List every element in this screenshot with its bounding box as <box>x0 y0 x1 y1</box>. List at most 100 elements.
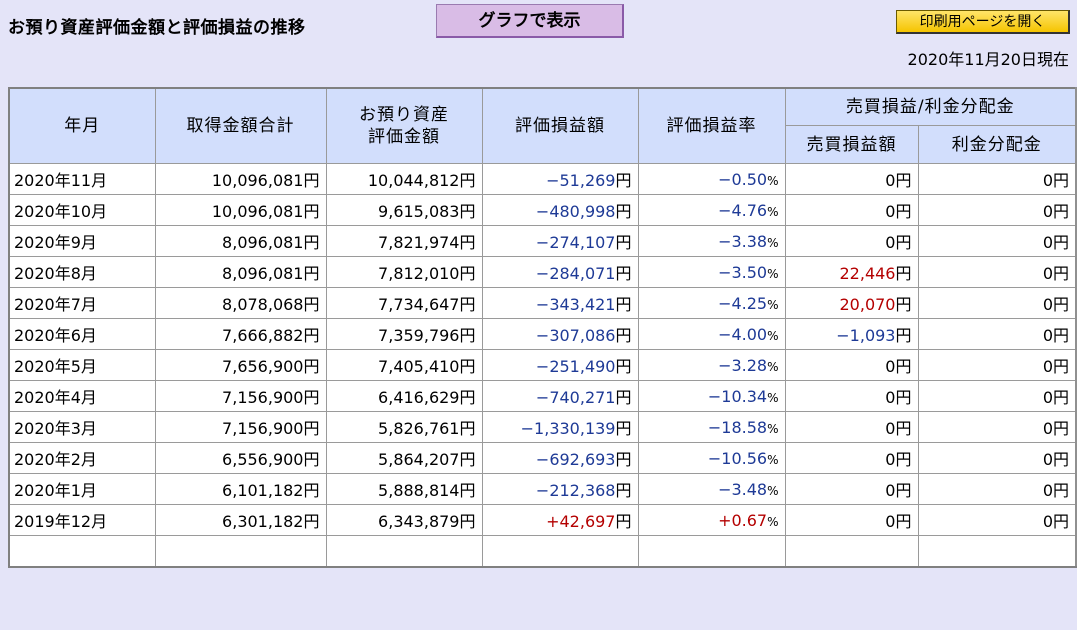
cell-unrealized-rate-value: −4.00 <box>718 324 768 344</box>
percent-unit: % <box>767 328 779 343</box>
cell-dividends: 0円 <box>917 225 1077 257</box>
table-row: 2020年5月 7,656,900円 7,405,410円 −251,490円 −3.2… <box>8 349 1077 381</box>
cell-unrealized-rate: −4.25% <box>637 287 786 319</box>
open-print-page-button[interactable]: 印刷用ページを開く <box>896 10 1070 34</box>
cell-dividends: 0円 <box>917 287 1077 319</box>
cell-valuation: 5,888,814円 <box>325 473 483 505</box>
cell-dividends-value: 0 <box>1042 481 1053 500</box>
yen-unit: 円 <box>895 202 912 221</box>
yen-unit: 円 <box>895 233 912 252</box>
cell-unrealized-rate: −10.34% <box>637 380 786 412</box>
cell-acquisition-total-value: 7,156,900 <box>222 419 304 438</box>
cell-realized-pl-value: 0 <box>885 357 896 376</box>
cell-unrealized-pl: −1,330,139円 <box>481 411 639 443</box>
yen-unit: 円 <box>895 450 912 469</box>
cell-dividends-value: 0 <box>1042 171 1053 190</box>
cell-valuation: 10,044,812円 <box>325 163 483 195</box>
cell-valuation-value: 6,416,629 <box>378 388 460 407</box>
yen-unit: 円 <box>895 419 912 438</box>
cell-unrealized-rate-value: −0.50 <box>718 169 768 189</box>
cell-unrealized-pl-value: −51,269 <box>546 171 616 190</box>
yen-unit: 円 <box>303 512 320 531</box>
cell-month: 2020年6月 <box>8 318 156 350</box>
cell-valuation-value: 6,343,879 <box>378 512 460 531</box>
percent-unit: % <box>767 266 779 281</box>
cell-unrealized-pl-value: −692,693 <box>535 450 616 469</box>
column-header-unrealized-pl: 評価損益額 <box>481 87 639 164</box>
cell-empty <box>154 535 327 568</box>
table-row: 2020年11月 10,096,081円 10,044,812円 −51,269円 −0… <box>8 163 1077 195</box>
yen-unit: 円 <box>1053 233 1070 252</box>
yen-unit: 円 <box>303 202 320 221</box>
cell-month: 2020年2月 <box>8 442 156 474</box>
percent-unit: % <box>767 514 779 529</box>
cell-dividends-value: 0 <box>1042 326 1053 345</box>
cell-unrealized-rate-value: −10.56 <box>707 448 768 468</box>
cell-unrealized-pl-value: −307,086 <box>535 326 616 345</box>
yen-unit: 円 <box>895 264 912 283</box>
yen-unit: 円 <box>303 264 320 283</box>
yen-unit: 円 <box>459 233 476 252</box>
yen-unit: 円 <box>615 171 632 190</box>
cell-realized-pl: 0円 <box>784 225 919 257</box>
cell-realized-pl-value: 0 <box>885 450 896 469</box>
cell-month: 2020年4月 <box>8 380 156 412</box>
cell-valuation: 9,615,083円 <box>325 194 483 226</box>
as-of-date: 2020年11月20日現在 <box>907 50 1069 69</box>
yen-unit: 円 <box>1053 450 1070 469</box>
cell-acquisition-total-value: 8,096,081 <box>222 233 304 252</box>
cell-unrealized-pl: +42,697円 <box>481 504 639 536</box>
cell-unrealized-rate: −4.00% <box>637 318 786 350</box>
cell-unrealized-pl-value: −274,107 <box>535 233 616 252</box>
cell-valuation: 5,864,207円 <box>325 442 483 474</box>
cell-dividends: 0円 <box>917 473 1077 505</box>
show-graph-button[interactable]: グラフで表示 <box>436 4 624 38</box>
percent-unit: % <box>767 359 779 374</box>
cell-month: 2020年3月 <box>8 411 156 443</box>
cell-dividends: 0円 <box>917 349 1077 381</box>
cell-realized-pl-value: 0 <box>885 202 896 221</box>
yen-unit: 円 <box>615 512 632 531</box>
table-row: 2020年3月 7,156,900円 5,826,761円 −1,330,139円 −1… <box>8 411 1077 443</box>
cell-valuation: 7,812,010円 <box>325 256 483 288</box>
cell-unrealized-rate: −4.76% <box>637 194 786 226</box>
yen-unit: 円 <box>459 419 476 438</box>
cell-empty <box>917 535 1077 568</box>
cell-valuation-value: 5,888,814 <box>378 481 460 500</box>
yen-unit: 円 <box>459 326 476 345</box>
percent-unit: % <box>767 204 779 219</box>
yen-unit: 円 <box>459 264 476 283</box>
yen-unit: 円 <box>303 357 320 376</box>
cell-empty <box>8 535 156 568</box>
cell-valuation: 7,734,647円 <box>325 287 483 319</box>
cell-unrealized-pl: −251,490円 <box>481 349 639 381</box>
yen-unit: 円 <box>459 202 476 221</box>
cell-acquisition-total-value: 7,156,900 <box>222 388 304 407</box>
table-row: 2020年1月 6,101,182円 5,888,814円 −212,368円 −3.4… <box>8 473 1077 505</box>
cell-month: 2020年8月 <box>8 256 156 288</box>
column-header-realized-pl: 売買損益額 <box>784 125 919 164</box>
yen-unit: 円 <box>615 233 632 252</box>
cell-acquisition-total: 6,556,900円 <box>154 442 327 474</box>
cell-acquisition-total: 8,096,081円 <box>154 225 327 257</box>
cell-dividends-value: 0 <box>1042 295 1053 314</box>
yen-unit: 円 <box>1053 326 1070 345</box>
yen-unit: 円 <box>459 481 476 500</box>
yen-unit: 円 <box>615 481 632 500</box>
cell-acquisition-total: 8,096,081円 <box>154 256 327 288</box>
cell-acquisition-total: 6,101,182円 <box>154 473 327 505</box>
cell-unrealized-rate: −3.50% <box>637 256 786 288</box>
column-header-unrealized-rate: 評価損益率 <box>637 87 786 164</box>
yen-unit: 円 <box>303 481 320 500</box>
percent-unit: % <box>767 390 779 405</box>
yen-unit: 円 <box>615 450 632 469</box>
yen-unit: 円 <box>459 450 476 469</box>
yen-unit: 円 <box>303 326 320 345</box>
yen-unit: 円 <box>1053 295 1070 314</box>
percent-unit: % <box>767 235 779 250</box>
cell-month: 2020年10月 <box>8 194 156 226</box>
yen-unit: 円 <box>895 295 912 314</box>
table-body: 2020年11月 10,096,081円 10,044,812円 −51,269円 −0… <box>8 163 1077 568</box>
cell-realized-pl-value: 22,446 <box>839 264 896 283</box>
cell-acquisition-total-value: 10,096,081 <box>211 171 304 190</box>
